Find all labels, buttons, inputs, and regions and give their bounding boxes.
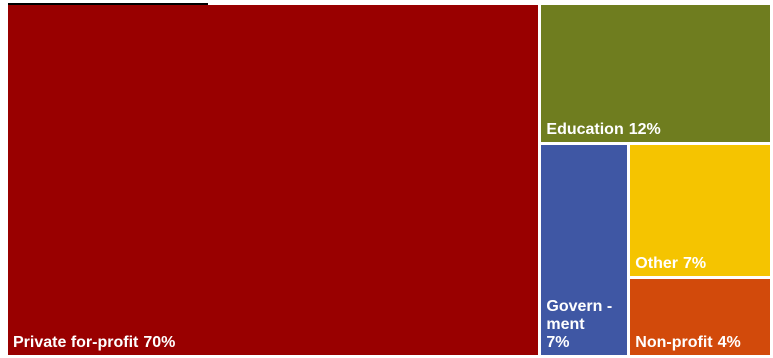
category-label: Other	[635, 254, 678, 272]
value-label: 70%	[143, 334, 176, 351]
treemap-cell: Private for-profit 70%	[8, 5, 539, 355]
value-label: 12%	[628, 121, 661, 138]
cell-label: Education 12%	[546, 121, 766, 139]
value-label: 7%	[682, 254, 707, 272]
value-label: 4%	[717, 333, 741, 351]
cell-label: Govern -ment7%	[546, 298, 623, 352]
header-rule	[8, 3, 208, 5]
treemap-cell: Govern -ment7%	[541, 145, 628, 355]
category-label: Education	[546, 121, 624, 138]
value-label: 7%	[546, 334, 570, 351]
category-label: Govern -ment	[546, 298, 613, 333]
treemap-cell: Education 12%	[541, 5, 770, 142]
category-label: Non-profit	[635, 333, 713, 351]
cell-label: Private for-profit 70%	[13, 334, 534, 352]
cell-label: Other 7%	[635, 255, 766, 273]
treemap-cell: Other 7%	[630, 145, 770, 276]
cell-label: Non-profit 4%	[635, 334, 766, 352]
treemap-cell: Non-profit 4%	[630, 278, 770, 355]
category-label: Private for-profit	[13, 334, 139, 351]
